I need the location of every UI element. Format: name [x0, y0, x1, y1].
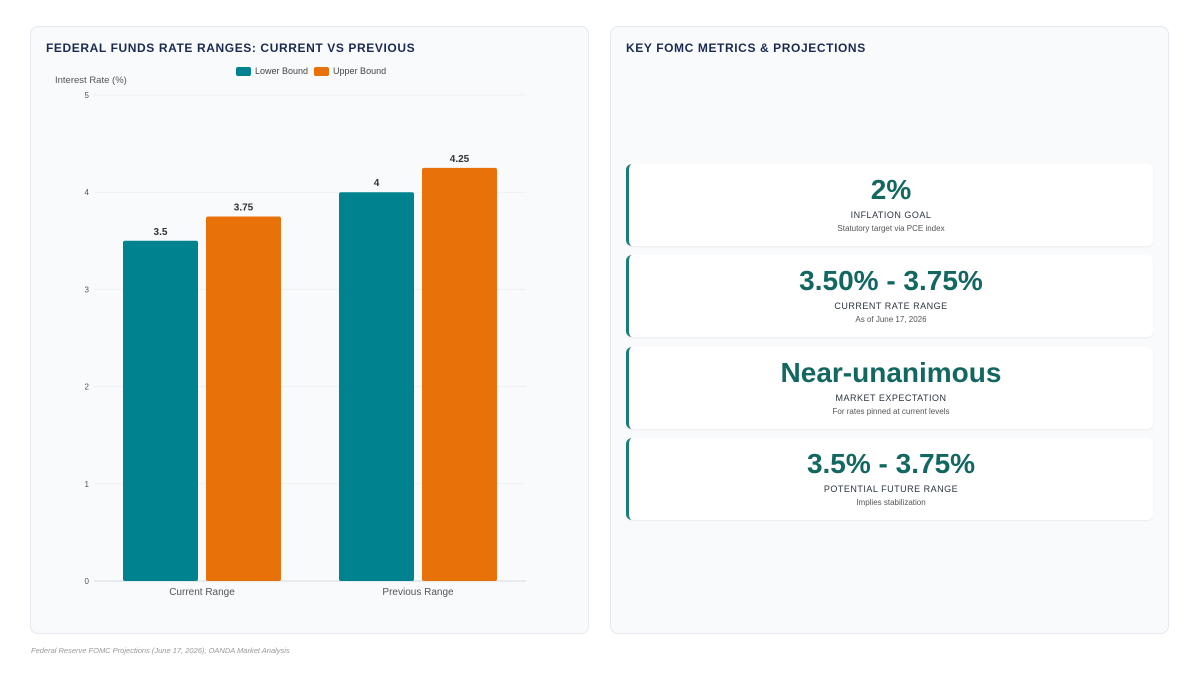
x-category-label: Previous Range	[382, 587, 454, 598]
y-tick-label: 1	[85, 480, 90, 489]
y-axis-title: Interest Rate (%)	[55, 75, 127, 86]
source-note: Federal Reserve FOMC Projections (June 1…	[31, 646, 290, 655]
bar-chart: 0 1 2 3 4 5 3.5 3.75 Current Range 4 4.25 Previous …	[85, 91, 526, 598]
legend-item-upper-bound[interactable]: Upper Bound	[314, 66, 386, 76]
legend-swatch-upper-bound	[314, 66, 330, 76]
data-label: 3.75	[234, 203, 254, 214]
bar-lower-bound	[123, 240, 198, 582]
metric-subtext: Statutory target via PCE index	[837, 224, 945, 233]
x-category-label: Current Range	[169, 587, 235, 598]
legend-item-lower-bound[interactable]: Lower Bound	[236, 66, 308, 76]
bar-upper-bound	[206, 216, 281, 581]
legend-swatch-lower-bound	[236, 66, 251, 76]
metric-value: 2%	[870, 174, 912, 205]
metric-subtext: Implies stabilization	[856, 498, 926, 507]
legend-label-upper-bound: Upper Bound	[333, 66, 387, 76]
chart-panel: FEDERAL FUNDS RATE RANGES: CURRENT VS PR…	[30, 26, 589, 634]
metrics-title: KEY FOMC METRICS & PROJECTIONS	[626, 41, 866, 55]
metric-card-potential-future-range: 3.5% - 3.75% POTENTIAL FUTURE RANGE Impl…	[626, 438, 1153, 520]
metric-value: Near-unanimous	[780, 357, 1002, 388]
metric-label: POTENTIAL FUTURE RANGE	[823, 484, 959, 494]
legend-label-lower-bound: Lower Bound	[255, 66, 309, 76]
data-label: 4.25	[450, 154, 470, 165]
metric-label: MARKET EXPECTATION	[835, 393, 947, 403]
metrics-panel: KEY FOMC METRICS & PROJECTIONS 2% INFLAT…	[610, 26, 1169, 634]
metric-card-inflation-goal: 2% INFLATION GOAL Statutory target via P…	[626, 164, 1153, 246]
y-tick-label: 4	[85, 188, 90, 197]
metric-subtext: For rates pinned at current levels	[832, 407, 950, 416]
chart-legend: Lower Bound Upper Bound	[236, 66, 386, 76]
y-tick-label: 5	[85, 91, 90, 100]
metric-label: INFLATION GOAL	[850, 210, 932, 220]
bar-upper-bound	[422, 167, 497, 581]
data-label: 4	[374, 178, 380, 189]
metric-card-current-rate-range: 3.50% - 3.75% CURRENT RATE RANGE As of J…	[626, 255, 1153, 337]
y-tick-label: 3	[85, 285, 90, 294]
data-label: 3.5	[154, 227, 168, 238]
metric-value: 3.50% - 3.75%	[799, 265, 983, 296]
metric-subtext: As of June 17, 2026	[855, 315, 927, 324]
metric-card-market-expectation: Near-unanimous MARKET EXPECTATION For ra…	[626, 347, 1153, 429]
bar-lower-bound	[339, 192, 414, 581]
metric-label: CURRENT RATE RANGE	[834, 301, 948, 311]
y-tick-label: 2	[85, 383, 90, 392]
metric-value: 3.5% - 3.75%	[806, 448, 976, 479]
y-tick-label: 0	[85, 577, 90, 586]
chart-title: FEDERAL FUNDS RATE RANGES: CURRENT VS PR…	[46, 41, 416, 55]
